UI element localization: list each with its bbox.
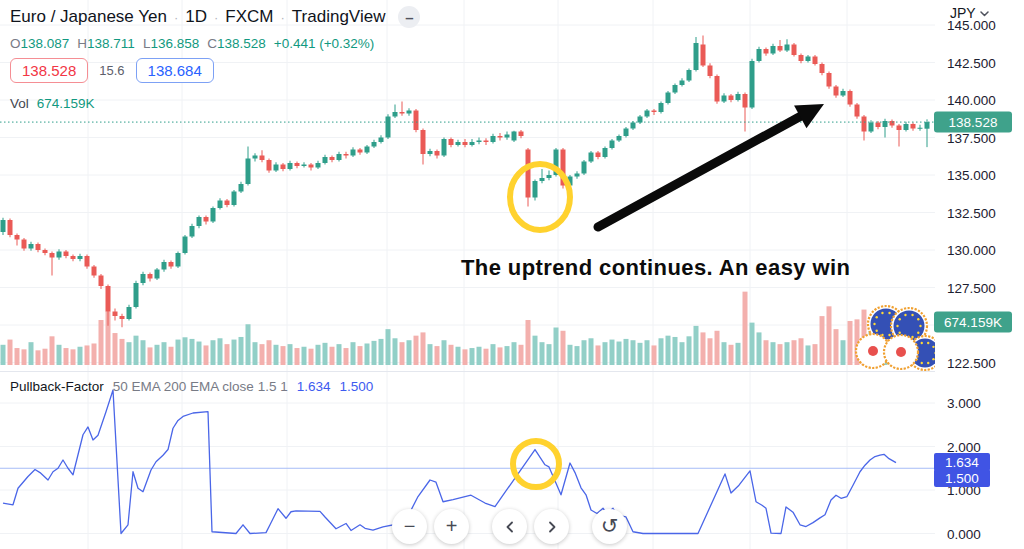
- price-axis-label: 135.000: [947, 168, 996, 183]
- highlight-circle-main[interactable]: [510, 164, 570, 230]
- symbol-header: Euro / Japanese Yen · 1D · FXCM · Tradin…: [10, 6, 420, 28]
- collapse-legend-button[interactable]: –: [398, 6, 420, 28]
- price-axis-label: 140.000: [947, 93, 996, 108]
- symbol-title[interactable]: Euro / Japanese Yen: [10, 7, 167, 27]
- open-label: O: [10, 36, 21, 51]
- indicator-axis-label: 3.000: [947, 396, 981, 411]
- price-axis-label: 132.500: [947, 205, 996, 220]
- currency-selector[interactable]: JPY: [950, 5, 989, 21]
- indicator-name[interactable]: Pullback-Factor: [10, 379, 104, 394]
- volume-label: Vol: [10, 96, 29, 111]
- attribution-link[interactable]: TradingView: [292, 7, 386, 27]
- volume-axis-badge: 674.159K: [934, 312, 1012, 333]
- ohlc-row: O138.087 H138.711 L136.858 C138.528 +0.4…: [10, 36, 374, 51]
- close-value: 138.528: [217, 36, 266, 51]
- price-axis-label: 130.000: [947, 243, 996, 258]
- volume-value: 674.159K: [37, 96, 95, 111]
- open-value: 138.087: [21, 36, 70, 51]
- separator-dot: ·: [174, 10, 178, 25]
- interval-label[interactable]: 1D: [185, 7, 207, 27]
- quote-row: 138.528 15.6 138.684: [10, 58, 214, 83]
- reset-icon: ↺: [601, 514, 619, 538]
- chevron-right-icon: [546, 521, 558, 533]
- chevron-left-icon: [504, 521, 516, 533]
- ask-badge[interactable]: 138.684: [136, 58, 214, 83]
- trend-arrow[interactable]: [598, 104, 824, 227]
- separator-dot: ·: [281, 10, 285, 25]
- chevron-down-icon: [980, 11, 989, 17]
- indicator-value-2: 1.500: [339, 379, 373, 394]
- exchange-label[interactable]: FXCM: [225, 7, 273, 27]
- indicator-axis-label: 0.000: [947, 526, 981, 541]
- indicator-legend: Pullback-Factor 50 EMA 200 EMA close 1.5…: [10, 379, 373, 394]
- high-value: 138.711: [87, 36, 135, 51]
- indicator-params: 50 EMA 200 EMA close 1.5 1: [113, 379, 288, 394]
- scroll-right-button[interactable]: [534, 509, 569, 544]
- minus-icon: −: [404, 515, 416, 538]
- plus-icon: +: [446, 515, 458, 538]
- low-value: 136.858: [150, 36, 199, 51]
- last-price-badge: 138.528: [934, 112, 1012, 133]
- currency-label: JPY: [950, 5, 976, 21]
- price-axis-label: 127.500: [947, 280, 996, 295]
- close-label: C: [207, 36, 217, 51]
- annotation-text[interactable]: The uptrend continues. An easy win: [461, 255, 850, 281]
- separator-dot: ·: [214, 10, 218, 25]
- scroll-left-button[interactable]: [492, 509, 527, 544]
- volume-series: [1, 292, 930, 365]
- high-label: H: [77, 36, 87, 51]
- reset-chart-button[interactable]: ↺: [592, 509, 627, 544]
- volume-row: Vol 674.159K: [10, 96, 95, 111]
- coin-stickers[interactable]: [856, 306, 942, 370]
- zoom-in-button[interactable]: +: [434, 509, 469, 544]
- price-axis-label: 142.500: [947, 55, 996, 70]
- trading-chart-app: Euro / Japanese Yen · 1D · FXCM · Tradin…: [0, 0, 1024, 549]
- price-axis-label: 122.500: [947, 355, 996, 370]
- zoom-out-button[interactable]: −: [392, 509, 427, 544]
- indicator-axis-label: 2.000: [947, 439, 981, 454]
- spread-value: 15.6: [99, 63, 124, 78]
- indicator-value-1: 1.634: [297, 379, 331, 394]
- highlight-circle-indicator[interactable]: [513, 441, 559, 487]
- indicator-badge-2: 1.500: [934, 469, 990, 487]
- bid-badge[interactable]: 138.528: [10, 58, 88, 83]
- change-value: +0.441 (+0.32%): [274, 36, 375, 51]
